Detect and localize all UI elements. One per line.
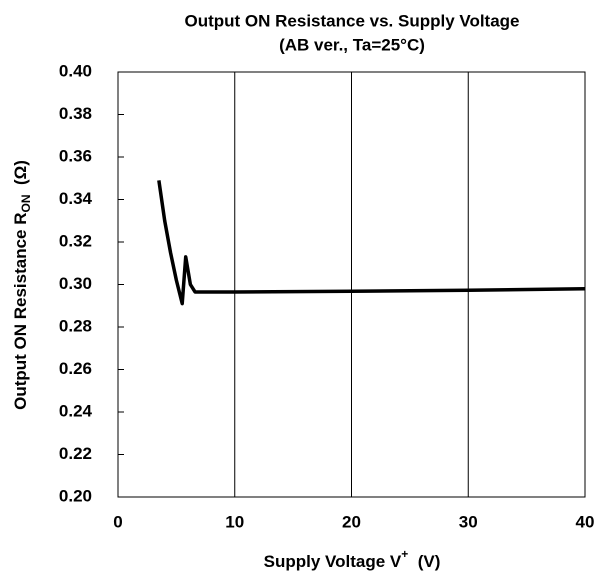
y-axis-label: Output ON Resistance RON (Ω): [11, 160, 33, 410]
x-label-unit: (V): [408, 552, 440, 571]
y-tick-label: 0.26: [59, 359, 92, 378]
data-line: [157, 180, 586, 306]
x-tick-label: 20: [342, 512, 361, 531]
y-label-main: Output ON Resistance R: [11, 212, 30, 409]
x-tick-label: 30: [459, 512, 478, 531]
y-label-unit: (Ω): [11, 160, 30, 194]
y-tick-label: 0.38: [59, 104, 92, 123]
x-tick-label: 10: [225, 512, 244, 531]
y-tick-label: 0.36: [59, 146, 92, 165]
y-tick-label: 0.24: [59, 401, 93, 420]
y-tick-label: 0.22: [59, 444, 92, 463]
y-tick-label: 0.32: [59, 231, 92, 250]
chart-title: Output ON Resistance vs. Supply Voltage: [184, 11, 519, 30]
x-tick-label: 0: [113, 512, 122, 531]
x-tick-label: 40: [576, 512, 595, 531]
y-tick-label: 0.28: [59, 316, 92, 335]
y-tick-label: 0.34: [59, 189, 93, 208]
x-axis-label: Supply Voltage V+ (V): [264, 547, 441, 571]
y-tick-label: 0.40: [59, 61, 92, 80]
x-label-main: Supply Voltage V: [264, 552, 402, 571]
y-tick-label: 0.20: [59, 486, 92, 505]
x-label-sup: +: [401, 547, 408, 561]
y-tick-label: 0.30: [59, 274, 92, 293]
chart-subtitle: (AB ver., Ta=25°C): [279, 35, 425, 54]
plot-frame: [117, 71, 586, 498]
y-label-sub: ON: [19, 194, 33, 212]
